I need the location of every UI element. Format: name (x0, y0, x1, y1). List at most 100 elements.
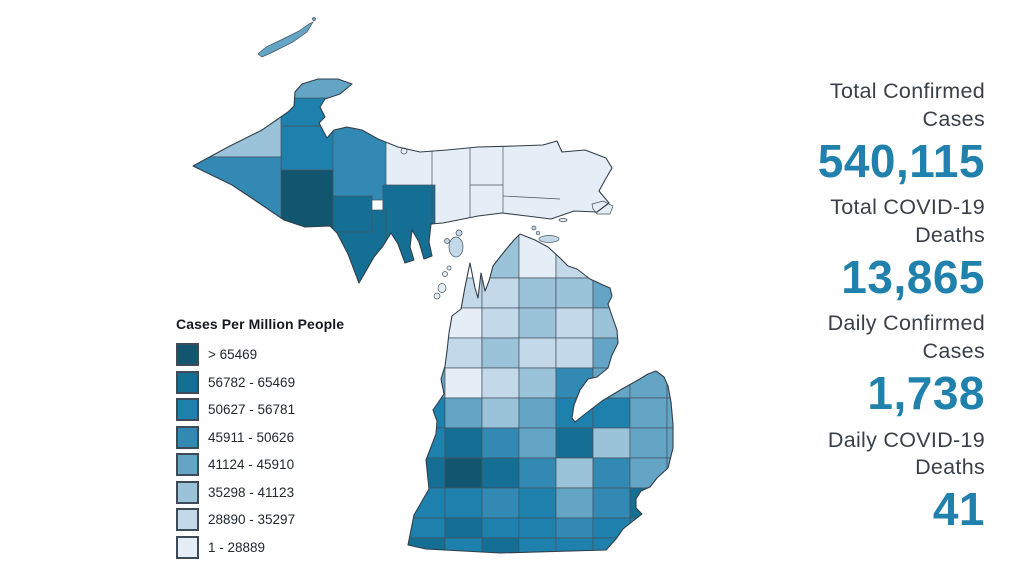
county-high-island[interactable] (444, 238, 450, 244)
county-grand-traverse[interactable] (481, 307, 520, 339)
county-arenac[interactable] (592, 367, 631, 399)
county-montmorency[interactable] (555, 277, 594, 309)
county-oakland[interactable] (592, 487, 631, 519)
county-les-cheneaux-islands[interactable] (558, 218, 568, 222)
stat-value: 540,115 (817, 134, 985, 187)
county-oscoda[interactable] (592, 307, 631, 339)
county-missaukee[interactable] (518, 337, 557, 369)
county-branch[interactable] (518, 537, 557, 556)
county-ingham[interactable] (518, 487, 557, 519)
county-mackinac-island[interactable] (531, 225, 537, 231)
county-kent-south[interactable] (444, 457, 483, 489)
legend-item-label: 56782 - 65469 (208, 374, 296, 390)
county-bois-blanc-island[interactable] (538, 235, 560, 243)
county-saginaw[interactable] (555, 427, 594, 459)
stat-label: Total COVID-19 Deaths (830, 195, 985, 248)
county-jackson[interactable] (518, 517, 557, 539)
legend-item: 1 - 28889 (176, 535, 344, 559)
county-gladwin[interactable] (555, 367, 594, 399)
county-lake[interactable] (444, 367, 483, 399)
county-south-manitou-island[interactable] (433, 292, 441, 300)
county-gogebic[interactable] (193, 156, 282, 226)
county-antrim[interactable] (481, 277, 520, 309)
county-barry[interactable] (444, 487, 483, 519)
legend-title: Cases Per Million People (176, 316, 345, 332)
county-manistee[interactable] (444, 337, 483, 369)
county-bay[interactable] (592, 397, 631, 429)
county-lenawee[interactable] (592, 537, 631, 556)
legend-item-label: > 65469 (208, 347, 258, 362)
county-shiawassee[interactable] (555, 457, 594, 489)
county-calhoun[interactable] (481, 517, 520, 539)
county-mecosta[interactable] (481, 397, 520, 429)
county-clinton[interactable] (518, 457, 557, 489)
legend-swatch (176, 535, 199, 559)
stat-label: Daily Confirmed Cases (827, 311, 985, 364)
county-isabella[interactable] (518, 397, 557, 429)
county-muskegon[interactable] (408, 427, 446, 459)
legend-swatch (176, 480, 199, 504)
stats-panel: Total Confirmed Cases 540,115 Total COVID-1… (655, 78, 985, 543)
legend-item: > 65469 (176, 343, 344, 366)
county-cass[interactable] (444, 537, 483, 556)
county-baraga[interactable] (280, 125, 334, 171)
county-van-buren[interactable] (408, 517, 446, 539)
county-hillsdale[interactable] (555, 537, 594, 556)
county-livingston[interactable] (555, 487, 594, 519)
stat-label: Total Confirmed Cases (829, 79, 985, 131)
county-ogemaw[interactable] (592, 337, 631, 369)
county-beaver-island[interactable] (448, 236, 464, 258)
county-sanilac[interactable] (629, 427, 668, 459)
legend-swatch (176, 398, 199, 421)
county-roscommon[interactable] (555, 337, 594, 369)
county-cheboygan[interactable] (555, 233, 594, 279)
county-wexford[interactable] (481, 337, 520, 369)
stat-block: Total Confirmed Cases 540,115 (655, 78, 985, 185)
county-tuscola[interactable] (592, 427, 631, 459)
county-gratiot[interactable] (518, 427, 557, 459)
county-huron-east[interactable] (666, 397, 704, 429)
county-iron[interactable] (280, 169, 334, 233)
county-delta[interactable] (382, 184, 436, 268)
legend-item: 56782 - 65469 (176, 370, 344, 394)
county-north-manitou-island[interactable] (437, 283, 447, 293)
county-border-line (502, 195, 561, 200)
legend-item-label: 50627 - 56781 (208, 402, 296, 417)
county-eaton[interactable] (481, 487, 520, 519)
county-oceana[interactable] (408, 397, 446, 429)
county-isle-royale[interactable] (257, 21, 314, 58)
county-clare[interactable] (518, 367, 557, 399)
county-crawford[interactable] (555, 307, 594, 339)
county-ontonagon[interactable] (204, 111, 282, 158)
stat-value: 41 (932, 483, 985, 536)
county-south-fox-island[interactable] (442, 271, 448, 277)
county-north-fox-island[interactable] (446, 265, 452, 271)
county-genesee[interactable] (592, 457, 631, 489)
county-garden-island[interactable] (455, 229, 463, 237)
county-newaygo[interactable] (444, 397, 483, 429)
county-keweenaw[interactable] (280, 72, 357, 99)
legend-item-label: 45911 - 50626 (208, 429, 295, 445)
stat-block: Daily Confirmed Cases 1,738 (655, 310, 985, 417)
stat-block: Daily COVID-19 Deaths 41 (655, 427, 985, 534)
county-kalkaska[interactable] (518, 307, 557, 339)
legend-swatch (176, 425, 199, 449)
county-mason[interactable] (408, 367, 446, 399)
county-kalamazoo[interactable] (444, 517, 483, 539)
legend-swatch (176, 343, 199, 366)
county-presque-isle[interactable] (592, 233, 631, 279)
county-washtenaw[interactable] (555, 517, 594, 539)
county-round-island[interactable] (535, 230, 541, 236)
county-kent[interactable] (444, 427, 483, 459)
county-otsego[interactable] (518, 277, 557, 309)
legend-item-label: 28890 - 35297 (208, 512, 296, 527)
stat-value: 1,738 (867, 367, 985, 420)
legend-items: > 65469 56782 - 65469 50627 - 56781 45911 -… (176, 343, 344, 559)
county-ionia[interactable] (481, 457, 520, 489)
county-osceola[interactable] (481, 367, 520, 399)
county-montcalm[interactable] (481, 427, 520, 459)
county-berrien[interactable] (408, 537, 446, 556)
county-isle-royale-islet[interactable] (312, 17, 316, 21)
county-sanilac-coast[interactable] (666, 427, 704, 459)
county-dickinson[interactable] (325, 195, 373, 233)
